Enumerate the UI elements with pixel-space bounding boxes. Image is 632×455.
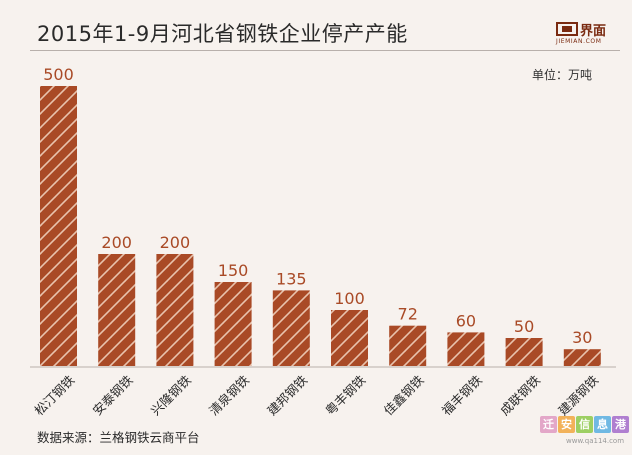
bar-兴隆钢铁 bbox=[156, 254, 194, 366]
watermark-chars: 迁安信息港 bbox=[540, 416, 629, 433]
value-label: 500 bbox=[43, 65, 74, 84]
category-label: 建邦钢铁 bbox=[264, 372, 310, 418]
value-label: 100 bbox=[334, 289, 365, 308]
bar-建邦钢铁 bbox=[272, 290, 310, 366]
logo-name: 界面 bbox=[580, 24, 607, 39]
category-label: 佳鑫钢铁 bbox=[381, 372, 427, 418]
bar-福丰钢铁 bbox=[447, 332, 485, 366]
category-label: 兴隆钢铁 bbox=[148, 372, 194, 418]
source-note: 数据来源：兰格钢铁云商平台 bbox=[37, 430, 200, 445]
category-label: 安泰钢铁 bbox=[90, 372, 136, 418]
bar-粤丰钢铁 bbox=[331, 310, 368, 366]
jiemian-logo-icon bbox=[556, 22, 578, 36]
chart-title: 2015年1-9月河北省钢铁企业停产产能 bbox=[37, 22, 408, 46]
category-label: 松汀钢铁 bbox=[31, 372, 77, 418]
value-label: 30 bbox=[572, 328, 592, 347]
watermark-char: 安 bbox=[558, 416, 575, 433]
watermark-char: 信 bbox=[576, 416, 593, 433]
value-label: 135 bbox=[276, 269, 307, 288]
category-label: 福丰钢铁 bbox=[439, 372, 485, 418]
watermark-char: 港 bbox=[612, 416, 629, 433]
title-divider bbox=[30, 50, 620, 51]
category-label: 成联钢铁 bbox=[497, 372, 543, 418]
jiemian-logo: 界面 JIEMIAN.COM bbox=[556, 22, 618, 48]
category-label: 粤丰钢铁 bbox=[322, 372, 368, 418]
category-label: 清泉钢铁 bbox=[206, 372, 252, 418]
unit-label: 单位：万吨 bbox=[532, 68, 593, 82]
watermark: 迁安信息港 www.qa114.com bbox=[536, 416, 632, 455]
value-label: 200 bbox=[101, 233, 132, 252]
value-label: 50 bbox=[514, 317, 534, 336]
value-label: 60 bbox=[456, 311, 476, 330]
bar-建源钢铁 bbox=[563, 349, 601, 366]
value-label: 72 bbox=[398, 305, 418, 324]
watermark-char: 息 bbox=[594, 416, 611, 433]
watermark-char: 迁 bbox=[540, 416, 557, 433]
value-label: 150 bbox=[218, 261, 249, 280]
bar-清泉钢铁 bbox=[214, 282, 252, 366]
watermark-url: www.qa114.com bbox=[566, 437, 625, 445]
bar-成联钢铁 bbox=[505, 338, 543, 366]
category-label: 建源钢铁 bbox=[555, 372, 601, 418]
logo-subtitle: JIEMIAN.COM bbox=[556, 38, 602, 45]
bar-佳鑫钢铁 bbox=[389, 325, 427, 366]
value-label: 200 bbox=[160, 233, 191, 252]
bar-松汀钢铁 bbox=[40, 86, 77, 366]
bar-安泰钢铁 bbox=[98, 254, 136, 366]
